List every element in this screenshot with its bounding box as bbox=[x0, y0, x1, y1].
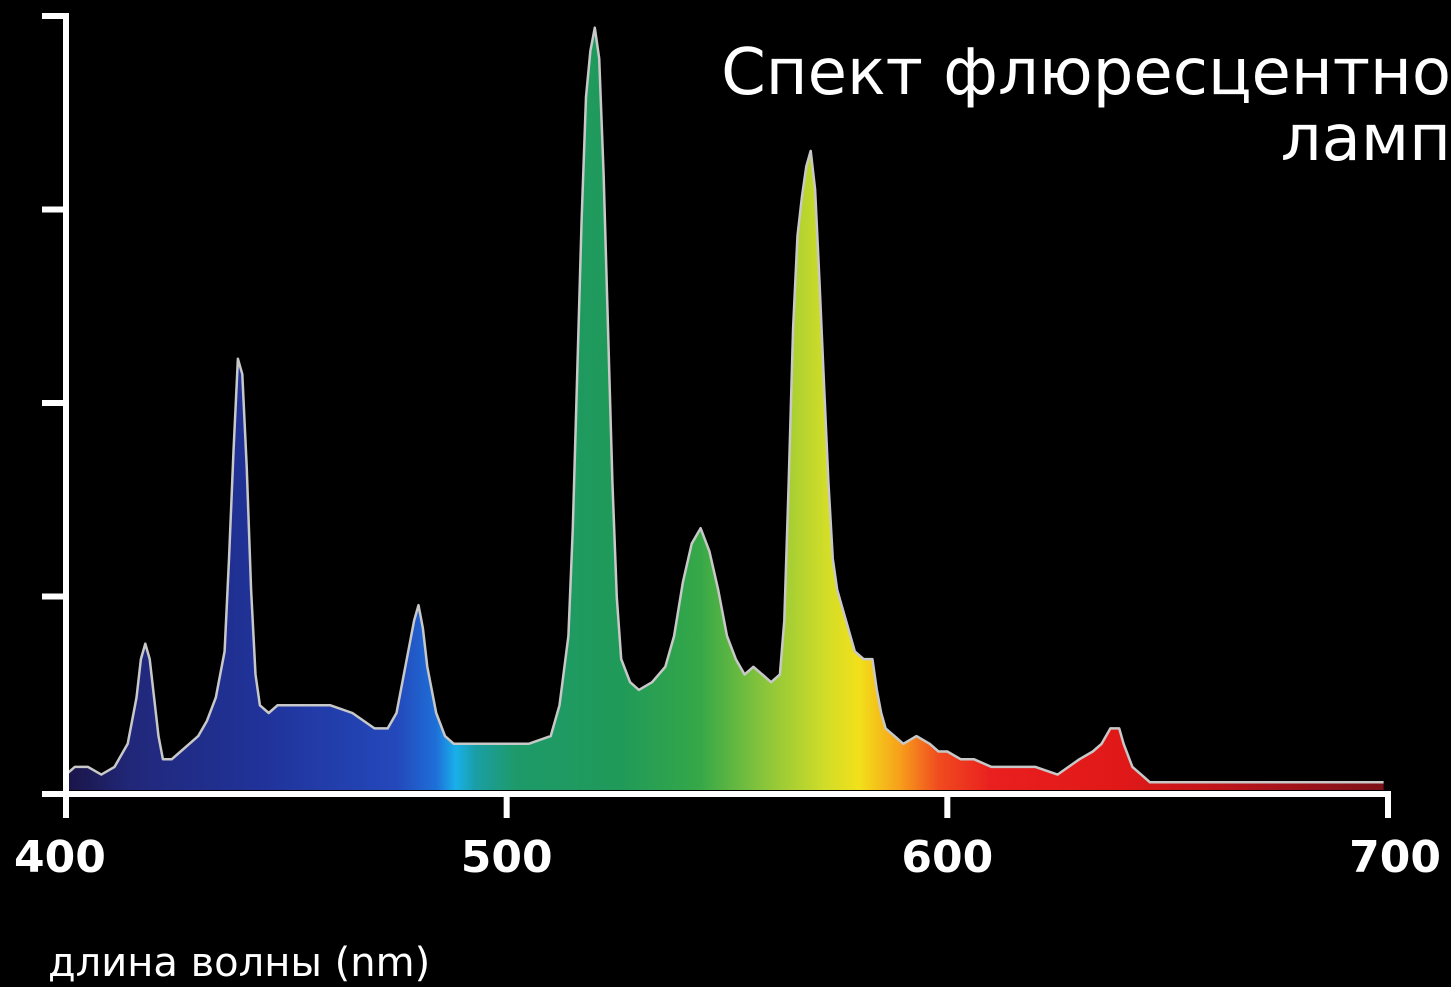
plot-area bbox=[65, 26, 1384, 790]
x-tick-label-700: 700 bbox=[1349, 832, 1441, 883]
spectrum-outline-0 bbox=[65, 26, 1384, 784]
tick-labels: 400 500 600 700 bbox=[14, 832, 1441, 883]
chart-title-line-1: Спект флюресцентно bbox=[721, 36, 1451, 110]
x-axis-label: длина волны (nm) bbox=[48, 940, 430, 986]
x-tick-label-500: 500 bbox=[461, 832, 553, 883]
x-tick-label-600: 600 bbox=[901, 832, 993, 883]
axes bbox=[42, 13, 1391, 818]
x-tick-label-400: 400 bbox=[14, 832, 106, 883]
chart-title-line-2: ламп bbox=[1281, 102, 1451, 176]
spectrum-area-0 bbox=[66, 27, 1384, 790]
